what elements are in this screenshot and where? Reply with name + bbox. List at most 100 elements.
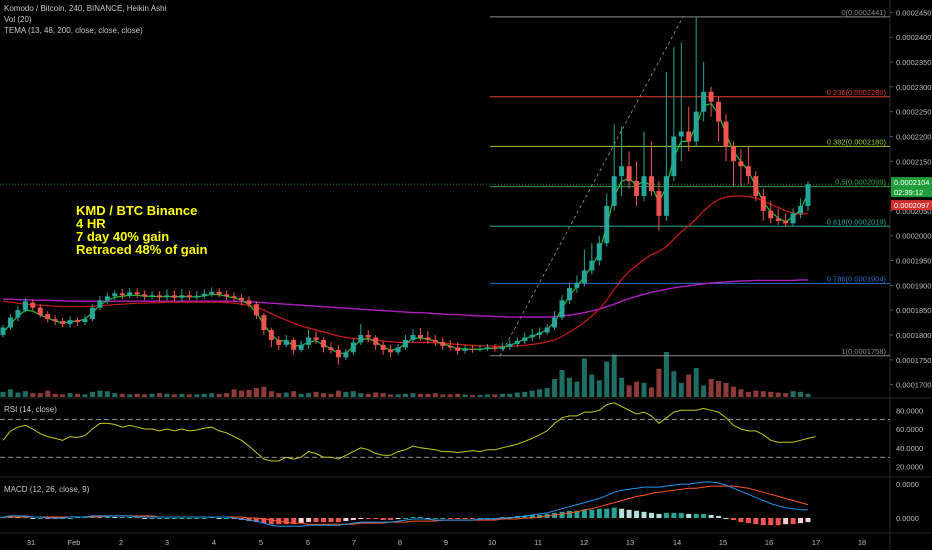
volume-bar: [671, 371, 677, 397]
volume-bar: [507, 393, 513, 397]
annotation-line: 4 HR: [76, 216, 106, 231]
volume-bar: [343, 391, 349, 397]
y-tick-label: 0.0002350: [896, 58, 931, 67]
candle-body: [60, 321, 66, 325]
volume-bar: [380, 393, 386, 397]
fib-retracement[interactable]: 0(0.0002441) 0.236(0.0002280) 0.382(0.0002…: [0, 8, 890, 357]
volume-bar: [142, 394, 148, 397]
candle-body: [224, 294, 230, 297]
x-tick-label: 11: [534, 538, 542, 547]
macd-histogram-bar: [798, 518, 804, 524]
volume-bar: [656, 368, 662, 397]
x-tick-label: 14: [673, 538, 681, 547]
candle-body: [52, 319, 58, 322]
volume-bar: [544, 388, 550, 397]
candle-body: [425, 337, 431, 340]
candle-body: [507, 343, 513, 347]
candle-body: [552, 317, 558, 328]
current-price-label: 0.0002104: [894, 178, 929, 187]
candle-body: [611, 176, 617, 206]
macd-histogram-bar: [67, 518, 73, 519]
macd-histogram-bar: [417, 516, 423, 518]
candle-body: [641, 176, 647, 197]
macd-histogram-bar: [268, 518, 274, 525]
macd-histogram-bar: [522, 515, 528, 518]
volume-bar: [634, 381, 640, 397]
volume-bar: [783, 393, 789, 397]
macd-histogram-bar: [246, 518, 252, 522]
candle-body: [589, 260, 595, 271]
macd-histogram-bar: [663, 512, 669, 518]
volume-bar: [171, 394, 177, 397]
macd-histogram-bar: [753, 518, 759, 525]
volume-bar: [149, 393, 155, 397]
volume-bar: [753, 390, 759, 397]
candle-body: [298, 344, 304, 350]
volume-bar: [186, 394, 192, 397]
volume-bar: [7, 389, 13, 397]
macd-histogram-bar: [395, 518, 401, 520]
current-price-label-box: [891, 177, 932, 188]
macd-tick-label: 0.0000: [896, 480, 919, 489]
macd-histogram-bar: [201, 518, 207, 519]
macd-histogram-bar: [708, 514, 714, 518]
macd-histogram-bar: [656, 513, 662, 518]
volume-bar: [179, 393, 185, 397]
volume-bar: [529, 390, 535, 397]
y-tick-label: 0.0001750: [896, 356, 931, 365]
volume-bar: [306, 393, 312, 397]
volume-bar: [283, 392, 289, 397]
volume-bar: [231, 389, 237, 397]
volume-bar: [164, 393, 170, 397]
candle-body: [753, 176, 759, 197]
x-tick-label: 5: [259, 538, 263, 547]
candle-body: [805, 184, 811, 206]
x-tick-label: 12: [580, 538, 588, 547]
candle-body: [656, 191, 662, 216]
y-tick-label: 0.0002400: [896, 33, 931, 42]
volume-bar: [678, 382, 684, 397]
macd-histogram-bar: [783, 518, 789, 525]
y-tick-label: 0.0001950: [896, 257, 931, 266]
candle-body: [119, 293, 125, 296]
tema-indicator-label[interactable]: TEMA (13, 48, 200, close, close, close): [4, 26, 143, 35]
volume-bar: [417, 393, 423, 397]
vol-indicator-label[interactable]: Vol (20): [4, 15, 32, 24]
volume-bar: [693, 368, 699, 397]
volume-bar: [455, 393, 461, 397]
macd-histogram-bar: [462, 518, 468, 520]
macd-histogram-bar: [149, 518, 155, 519]
candle-body: [37, 307, 43, 316]
macd-histogram-bar: [775, 518, 781, 526]
volume-bar: [611, 354, 617, 397]
macd-histogram-bar: [678, 512, 684, 518]
candle-body: [522, 337, 528, 341]
volume-bar: [559, 370, 565, 397]
macd-histogram-bar: [335, 518, 341, 523]
macd-histogram-bar: [760, 518, 766, 526]
macd-tick-label: 0.0000: [896, 514, 919, 523]
candle-body: [723, 121, 729, 147]
candle-body: [619, 166, 625, 177]
macd-histogram-bar: [328, 518, 334, 523]
candle-body: [157, 295, 163, 298]
macd-histogram-bar: [716, 515, 722, 518]
volume-bar: [224, 393, 230, 397]
candle-body: [186, 295, 192, 298]
volume-bar: [127, 394, 133, 397]
rsi-label[interactable]: RSI (14, close): [4, 405, 57, 414]
volume-bar: [291, 391, 297, 397]
candle-body: [231, 296, 237, 298]
macd-label[interactable]: MACD (12, 26, close, 9): [4, 485, 90, 494]
macd-histogram-bar: [566, 510, 572, 518]
candle-body: [604, 205, 610, 244]
volume-bar: [365, 393, 371, 397]
candle-body: [798, 205, 804, 214]
volume-bar: [201, 393, 207, 397]
candle-body: [663, 176, 669, 216]
volume-bar: [604, 361, 610, 397]
macd-histogram-bar: [179, 518, 185, 519]
macd-histogram-bar: [529, 514, 535, 518]
